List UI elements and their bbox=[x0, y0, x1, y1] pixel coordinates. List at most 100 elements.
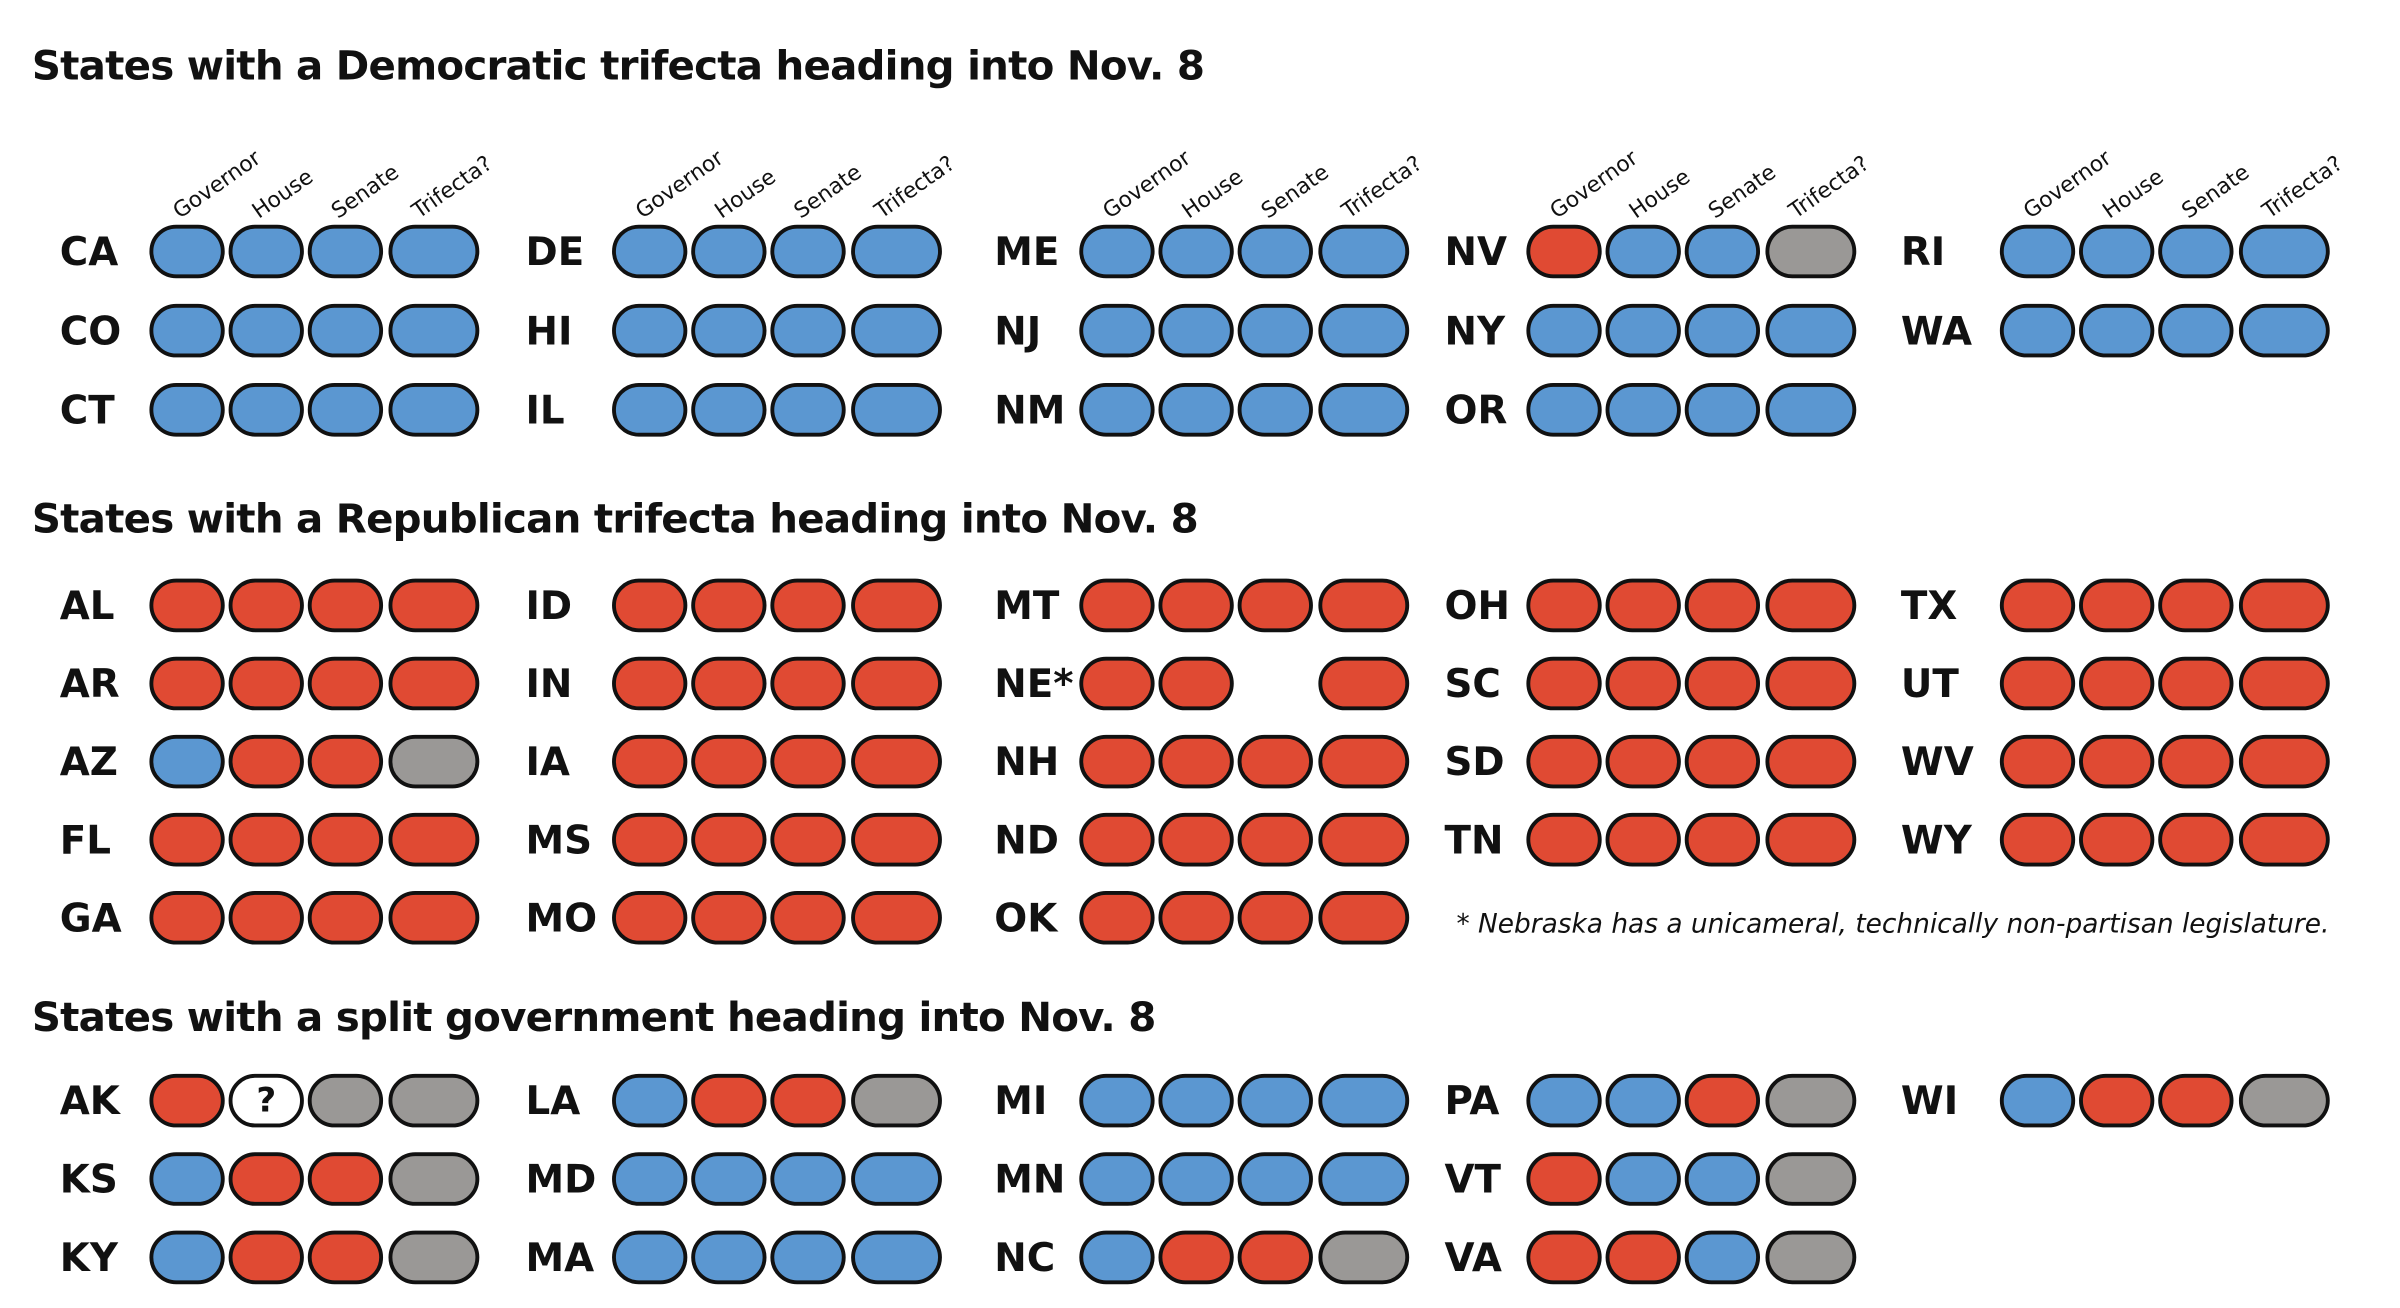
party-pill bbox=[1684, 224, 1761, 279]
state-label: KS bbox=[60, 1158, 118, 1203]
party-pill bbox=[1605, 656, 1681, 711]
party-pill bbox=[1318, 734, 1410, 789]
party-pill bbox=[228, 656, 304, 711]
party-pill bbox=[307, 890, 384, 945]
party-pill bbox=[1079, 734, 1155, 789]
party-pill bbox=[388, 1073, 480, 1128]
party-pill bbox=[2158, 303, 2234, 358]
state-label: IA bbox=[525, 740, 569, 785]
party-pill bbox=[307, 734, 384, 789]
state-label: SD bbox=[1444, 740, 1504, 785]
state-label: NJ bbox=[994, 309, 1041, 354]
party-pill bbox=[149, 1073, 225, 1128]
party-pill bbox=[1765, 303, 1857, 358]
party-pill bbox=[1079, 1230, 1155, 1285]
state-label: PA bbox=[1444, 1079, 1499, 1124]
party-pill bbox=[1765, 224, 1857, 279]
party-pill bbox=[228, 1230, 304, 1285]
state-label: MS bbox=[525, 818, 592, 863]
party-pill bbox=[228, 734, 304, 789]
state-label: NY bbox=[1444, 309, 1505, 354]
party-pill bbox=[770, 656, 846, 711]
state-label: WY bbox=[1901, 818, 1973, 863]
party-pill bbox=[1318, 1152, 1410, 1206]
party-pill bbox=[1526, 383, 1602, 437]
party-pill bbox=[2158, 1073, 2234, 1128]
column-header: Senate bbox=[2178, 160, 2255, 224]
party-pill bbox=[851, 656, 942, 711]
party-pill bbox=[1526, 1230, 1602, 1285]
party-pill bbox=[1765, 656, 1857, 711]
party-pill bbox=[149, 734, 225, 789]
party-pill bbox=[1158, 812, 1234, 867]
state-label: OH bbox=[1444, 584, 1509, 629]
state-label: ND bbox=[994, 818, 1059, 863]
party-pill bbox=[1765, 383, 1857, 437]
party-pill bbox=[1999, 1073, 2076, 1128]
party-pill bbox=[1605, 1230, 1681, 1285]
party-pill bbox=[770, 303, 846, 358]
party-pill bbox=[1237, 578, 1313, 633]
party-pill bbox=[149, 383, 225, 437]
party-pill bbox=[2238, 1073, 2330, 1128]
party-pill bbox=[1999, 812, 2076, 867]
party-pill bbox=[1318, 1073, 1410, 1128]
party-pill bbox=[1237, 1230, 1313, 1285]
party-pill bbox=[388, 890, 480, 945]
party-pill bbox=[228, 383, 304, 437]
party-pill bbox=[1158, 890, 1234, 945]
party-pill bbox=[770, 734, 846, 789]
column-header: Governor bbox=[1546, 146, 1643, 224]
party-pill bbox=[1237, 1073, 1313, 1128]
party-pill bbox=[1999, 578, 2076, 633]
party-pill bbox=[851, 578, 942, 633]
party-pill bbox=[388, 303, 480, 358]
party-pill bbox=[691, 656, 767, 711]
column-header: House bbox=[248, 165, 318, 225]
party-pill bbox=[691, 1230, 767, 1285]
state-label: MA bbox=[525, 1236, 594, 1281]
party-pill bbox=[2079, 1073, 2155, 1128]
state-label: IN bbox=[525, 662, 572, 707]
party-pill bbox=[1158, 303, 1234, 358]
party-pill bbox=[1605, 578, 1681, 633]
column-header: Senate bbox=[327, 160, 404, 224]
party-pill bbox=[1765, 812, 1857, 867]
party-pill bbox=[307, 578, 384, 633]
party-pill bbox=[691, 1073, 767, 1128]
party-pill bbox=[2079, 734, 2155, 789]
party-pill bbox=[1318, 578, 1410, 633]
party-pill bbox=[612, 1073, 688, 1128]
party-pill bbox=[1318, 224, 1410, 279]
party-pill bbox=[1999, 656, 2076, 711]
state-label: TN bbox=[1444, 818, 1503, 863]
party-pill bbox=[1318, 812, 1410, 867]
party-pill bbox=[1158, 656, 1234, 711]
party-pill bbox=[228, 303, 304, 358]
party-pill bbox=[1079, 1152, 1155, 1206]
party-pill bbox=[1999, 734, 2076, 789]
state-label: HI bbox=[525, 309, 572, 354]
party-pill bbox=[228, 578, 304, 633]
party-pill bbox=[2079, 812, 2155, 867]
column-header: Senate bbox=[1704, 160, 1781, 224]
party-pill bbox=[612, 1152, 688, 1206]
party-pill bbox=[770, 1230, 846, 1285]
party-pill bbox=[770, 578, 846, 633]
party-pill bbox=[2158, 812, 2234, 867]
state-label: MD bbox=[525, 1158, 596, 1203]
party-pill bbox=[612, 734, 688, 789]
party-pill bbox=[612, 224, 688, 279]
party-pill bbox=[1605, 1073, 1681, 1128]
party-pill bbox=[851, 1152, 942, 1206]
party-pill bbox=[2079, 224, 2155, 279]
party-pill bbox=[388, 734, 480, 789]
party-pill bbox=[1684, 303, 1761, 358]
column-header: Governor bbox=[631, 146, 728, 224]
party-pill bbox=[691, 890, 767, 945]
state-label: WV bbox=[1901, 740, 1974, 785]
state-label: UT bbox=[1901, 662, 1960, 707]
state-label: MO bbox=[525, 896, 597, 941]
state-label: MN bbox=[994, 1158, 1065, 1203]
party-pill bbox=[2079, 578, 2155, 633]
